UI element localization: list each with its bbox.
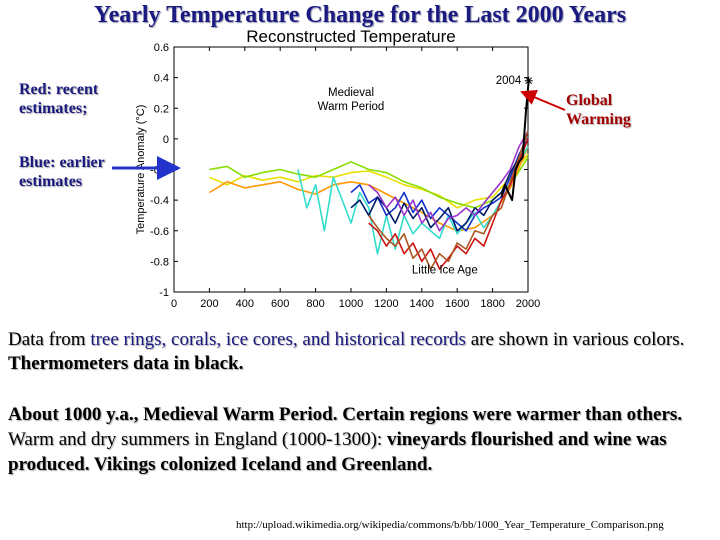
x-tick-label: 2000: [516, 298, 540, 310]
y-tick-label: -0.8: [150, 256, 169, 268]
chart-axes: Reconstructed Temperature-1-0.8-0.6-0.4-…: [135, 28, 540, 310]
x-tick-label: 1800: [480, 298, 504, 310]
chart-series: [208, 80, 530, 270]
x-tick-label: 200: [200, 298, 218, 310]
red-estimates-label: Red: recent estimates;: [19, 81, 99, 117]
para2-part-c: vineyards flourished and wine was produc…: [8, 429, 667, 475]
page-title: Yearly Temperature Change for the Last 2…: [93, 2, 627, 28]
x-tick-label: 800: [306, 298, 324, 310]
source-url: http://upload.wikimedia.org/wikipedia/co…: [236, 519, 664, 531]
x-tick-label: 600: [271, 298, 289, 310]
y-tick-label: -0.6: [150, 226, 169, 238]
y-tick-label: 0: [163, 134, 169, 146]
series-line-blue: [350, 138, 529, 232]
chart-annotation: Medieval: [328, 87, 374, 99]
chart-annotation: Warm Period: [318, 101, 385, 113]
medieval-paragraph: About 1000 y.a., Medieval Warm Period. C…: [8, 402, 720, 477]
x-tick-label: 1600: [445, 298, 469, 310]
chart-title: Reconstructed Temperature: [246, 28, 455, 46]
red-arrow: [520, 90, 566, 111]
y-tick-label: 0.2: [154, 103, 169, 115]
series-line-navy: [350, 130, 529, 232]
para2-part-a: About 1000 y.a., Medieval Warm Period. C…: [8, 404, 683, 425]
y-tick-label: -1: [159, 287, 169, 299]
chart-annotations: Medieval Warm Period Little Ice Age 2004: [318, 75, 533, 277]
y-tick-label: 0.4: [154, 73, 169, 85]
marker-2004: [524, 76, 533, 85]
blue-estimates-label: Blue: earlier estimates: [19, 154, 105, 190]
temperature-chart: Reconstructed Temperature-1-0.8-0.6-0.4-…: [135, 28, 540, 310]
para1-sources: tree rings, corals, ice cores, and histo…: [90, 329, 466, 350]
y-tick-label: 0.6: [154, 42, 169, 54]
para1-part-c: are shown in various colors.: [465, 329, 685, 350]
para1-thermometers: Thermometers data in black.: [8, 353, 244, 374]
chart-annotation: 2004: [496, 75, 522, 87]
x-tick-label: 1200: [374, 298, 398, 310]
data-sources-paragraph: Data from tree rings, corals, ice cores,…: [8, 328, 718, 376]
x-tick-label: 1400: [410, 298, 434, 310]
series-line-cyan: [297, 146, 529, 255]
series-line-yellow: [209, 153, 529, 209]
y-tick-label: -0.4: [150, 195, 169, 207]
x-tick-label: 1000: [339, 298, 363, 310]
para1-part-a: Data from: [8, 329, 91, 350]
series-line-purple: [368, 130, 529, 232]
x-tick-label: 0: [171, 298, 177, 310]
series-line-red: [368, 138, 529, 270]
chart-annotation: Little Ice Age: [412, 265, 478, 277]
x-tick-label: 400: [236, 298, 254, 310]
series-line-brown: [368, 130, 529, 270]
global-warming-label: Global Warming: [566, 92, 631, 128]
para2-part-b: Warm and dry summers in England (1000-13…: [8, 429, 387, 450]
